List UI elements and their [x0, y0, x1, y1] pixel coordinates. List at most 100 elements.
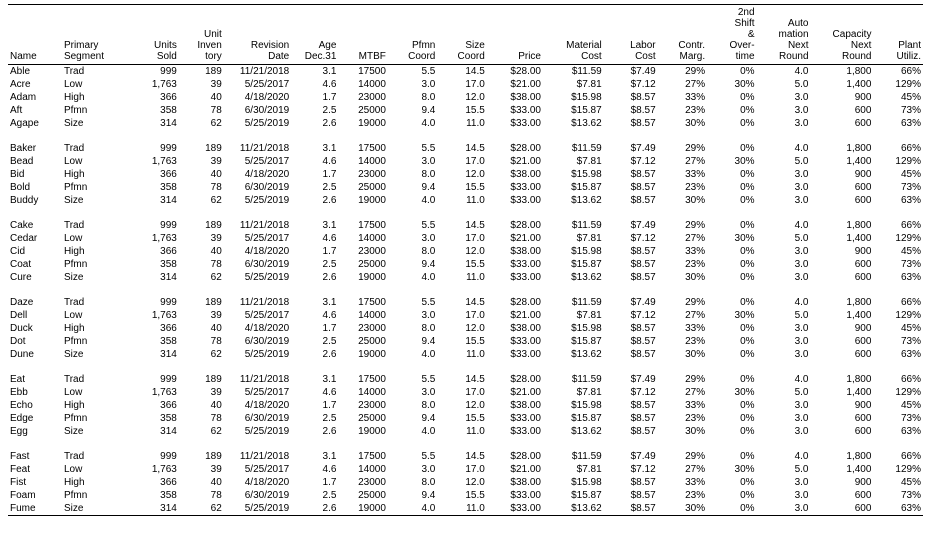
cell-revision: 11/21/2018 [224, 142, 291, 155]
cell-inventory: 39 [179, 309, 224, 322]
cell-segment: Low [62, 78, 127, 91]
cell-units_sold: 1,763 [127, 463, 179, 476]
cell-size: 17.0 [437, 463, 486, 476]
cell-material: $15.87 [543, 489, 604, 502]
cell-age: 2.6 [291, 502, 338, 516]
cell-size: 15.5 [437, 258, 486, 271]
cell-inventory: 40 [179, 322, 224, 335]
cell-name: Buddy [8, 194, 62, 207]
table-row: EbbLow1,763395/25/20174.6140003.017.0$21… [8, 386, 923, 399]
cell-revision: 5/25/2019 [224, 348, 291, 361]
cell-labor: $7.49 [604, 450, 658, 463]
cell-revision: 5/25/2017 [224, 232, 291, 245]
cell-revision: 6/30/2019 [224, 104, 291, 117]
cell-segment: High [62, 322, 127, 335]
cell-overtime: 0% [707, 65, 756, 79]
cell-overtime: 0% [707, 450, 756, 463]
cell-age: 1.7 [291, 399, 338, 412]
cell-name: Fist [8, 476, 62, 489]
cell-inventory: 40 [179, 168, 224, 181]
cell-labor: $8.57 [604, 194, 658, 207]
cell-capacity: 1,800 [811, 219, 874, 232]
cell-capacity: 600 [811, 194, 874, 207]
cell-size: 17.0 [437, 232, 486, 245]
cell-units_sold: 999 [127, 450, 179, 463]
cell-inventory: 62 [179, 271, 224, 284]
cell-segment: Size [62, 502, 127, 516]
cell-overtime: 30% [707, 232, 756, 245]
table-row: DazeTrad99918911/21/20183.1175005.514.5$… [8, 296, 923, 309]
cell-margin: 23% [658, 258, 707, 271]
cell-overtime: 0% [707, 373, 756, 386]
cell-price: $33.00 [487, 258, 543, 271]
cell-mtbf: 17500 [338, 219, 387, 232]
col-header-segment: PrimarySegment [62, 5, 127, 65]
cell-name: Fast [8, 450, 62, 463]
cell-size: 12.0 [437, 476, 486, 489]
cell-mtbf: 17500 [338, 450, 387, 463]
cell-inventory: 78 [179, 489, 224, 502]
cell-mtbf: 25000 [338, 181, 387, 194]
cell-overtime: 0% [707, 104, 756, 117]
cell-margin: 23% [658, 181, 707, 194]
cell-inventory: 78 [179, 181, 224, 194]
cell-units_sold: 999 [127, 142, 179, 155]
cell-utilization: 129% [873, 155, 923, 168]
cell-capacity: 1,400 [811, 232, 874, 245]
cell-automation: 5.0 [757, 386, 811, 399]
cell-material: $13.62 [543, 425, 604, 438]
cell-automation: 4.0 [757, 142, 811, 155]
cell-material: $15.87 [543, 104, 604, 117]
cell-margin: 30% [658, 348, 707, 361]
cell-margin: 29% [658, 219, 707, 232]
cell-material: $15.87 [543, 335, 604, 348]
cell-price: $21.00 [487, 463, 543, 476]
cell-name: Agape [8, 117, 62, 130]
cell-name: Eat [8, 373, 62, 386]
cell-inventory: 40 [179, 476, 224, 489]
cell-size: 15.5 [437, 412, 486, 425]
col-header-margin: Contr.Marg. [658, 5, 707, 65]
cell-mtbf: 19000 [338, 271, 387, 284]
cell-size: 14.5 [437, 373, 486, 386]
cell-material: $13.62 [543, 271, 604, 284]
cell-labor: $8.57 [604, 258, 658, 271]
cell-labor: $7.12 [604, 309, 658, 322]
cell-automation: 3.0 [757, 258, 811, 271]
cell-overtime: 0% [707, 399, 756, 412]
cell-revision: 11/21/2018 [224, 450, 291, 463]
cell-mtbf: 14000 [338, 386, 387, 399]
cell-units_sold: 358 [127, 489, 179, 502]
col-header-capacity: CapacityNextRound [811, 5, 874, 65]
cell-segment: Size [62, 348, 127, 361]
table-body: AbleTrad99918911/21/20183.1175005.514.5$… [8, 65, 923, 516]
cell-pfmn: 5.5 [388, 142, 437, 155]
cell-pfmn: 4.0 [388, 194, 437, 207]
cell-units_sold: 358 [127, 258, 179, 271]
cell-material: $11.59 [543, 450, 604, 463]
cell-units_sold: 1,763 [127, 155, 179, 168]
table-row: EchoHigh366404/18/20201.7230008.012.0$38… [8, 399, 923, 412]
cell-material: $11.59 [543, 219, 604, 232]
cell-age: 2.6 [291, 194, 338, 207]
cell-capacity: 600 [811, 258, 874, 271]
cell-utilization: 66% [873, 65, 923, 79]
cell-mtbf: 25000 [338, 258, 387, 271]
cell-automation: 4.0 [757, 450, 811, 463]
cell-utilization: 45% [873, 168, 923, 181]
cell-margin: 27% [658, 386, 707, 399]
cell-units_sold: 366 [127, 399, 179, 412]
group-gap [8, 284, 923, 296]
cell-overtime: 0% [707, 91, 756, 104]
cell-units_sold: 358 [127, 104, 179, 117]
cell-automation: 3.0 [757, 348, 811, 361]
cell-overtime: 30% [707, 78, 756, 91]
cell-overtime: 0% [707, 425, 756, 438]
cell-pfmn: 5.5 [388, 373, 437, 386]
cell-price: $33.00 [487, 412, 543, 425]
cell-material: $15.87 [543, 412, 604, 425]
cell-price: $28.00 [487, 142, 543, 155]
col-header-mtbf: MTBF [338, 5, 387, 65]
cell-labor: $7.49 [604, 296, 658, 309]
table-row: DellLow1,763395/25/20174.6140003.017.0$2… [8, 309, 923, 322]
